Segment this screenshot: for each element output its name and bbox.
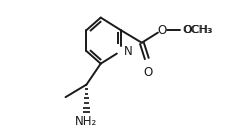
Text: OCH₃: OCH₃ <box>184 25 213 35</box>
Text: O: O <box>157 24 166 37</box>
Text: O: O <box>144 66 153 79</box>
Text: N: N <box>124 45 132 58</box>
Text: NH₂: NH₂ <box>75 115 98 128</box>
Text: OCH₃: OCH₃ <box>182 25 212 35</box>
